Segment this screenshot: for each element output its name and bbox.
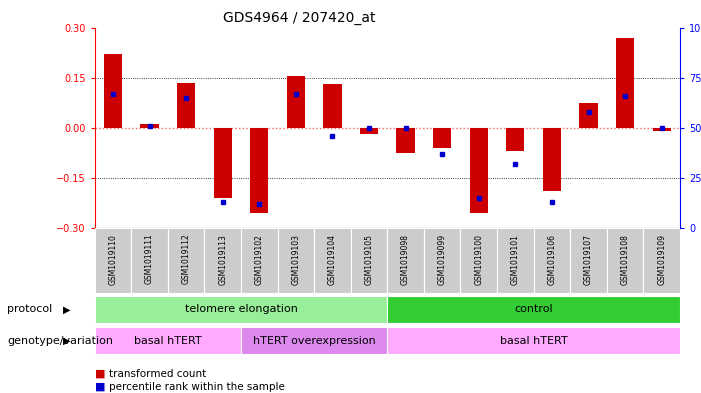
Text: GSM1019108: GSM1019108 <box>620 233 629 285</box>
Text: GSM1019112: GSM1019112 <box>182 234 191 285</box>
Bar <box>644 228 680 293</box>
Bar <box>168 228 205 293</box>
Text: ▶: ▶ <box>63 305 70 314</box>
Bar <box>360 128 378 134</box>
Bar <box>241 228 278 293</box>
Bar <box>543 128 561 191</box>
Bar <box>533 228 570 293</box>
Bar <box>424 228 461 293</box>
Text: GSM1019104: GSM1019104 <box>328 233 337 285</box>
Bar <box>131 228 168 293</box>
Text: basal hTERT: basal hTERT <box>500 336 568 346</box>
Text: genotype/variation: genotype/variation <box>7 336 113 346</box>
Text: protocol: protocol <box>7 305 53 314</box>
Text: percentile rank within the sample: percentile rank within the sample <box>109 382 285 392</box>
Bar <box>397 128 415 153</box>
Bar <box>314 228 350 293</box>
Bar <box>214 128 232 198</box>
Bar <box>387 296 680 323</box>
Text: GSM1019106: GSM1019106 <box>547 233 557 285</box>
Bar <box>323 84 341 128</box>
Bar <box>470 128 488 213</box>
Bar <box>579 103 598 128</box>
Bar <box>287 76 305 128</box>
Bar <box>140 124 158 128</box>
Text: GSM1019100: GSM1019100 <box>475 233 483 285</box>
Bar <box>616 38 634 128</box>
Text: telomere elongation: telomere elongation <box>184 305 297 314</box>
Text: GSM1019102: GSM1019102 <box>254 233 264 285</box>
Text: ■: ■ <box>95 369 105 379</box>
Text: GSM1019101: GSM1019101 <box>511 233 520 285</box>
Bar <box>653 128 671 131</box>
Text: GSM1019111: GSM1019111 <box>145 234 154 285</box>
Bar <box>388 228 424 293</box>
Text: GSM1019110: GSM1019110 <box>109 233 118 285</box>
Bar <box>104 54 122 128</box>
Bar <box>461 228 497 293</box>
Bar <box>506 128 524 151</box>
Text: GSM1019109: GSM1019109 <box>657 233 666 285</box>
Text: basal hTERT: basal hTERT <box>134 336 202 346</box>
Text: ■: ■ <box>95 382 105 392</box>
Text: GSM1019098: GSM1019098 <box>401 233 410 285</box>
Bar <box>95 327 241 354</box>
Title: GDS4964 / 207420_at: GDS4964 / 207420_at <box>223 11 376 25</box>
Text: transformed count: transformed count <box>109 369 206 379</box>
Bar <box>177 83 196 128</box>
Bar <box>278 228 314 293</box>
Bar <box>497 228 533 293</box>
Text: control: control <box>515 305 553 314</box>
Text: GSM1019105: GSM1019105 <box>365 233 374 285</box>
Text: hTERT overexpression: hTERT overexpression <box>253 336 376 346</box>
Bar <box>241 327 387 354</box>
Bar <box>350 228 387 293</box>
Bar <box>607 228 644 293</box>
Text: GSM1019099: GSM1019099 <box>437 233 447 285</box>
Bar <box>95 228 131 293</box>
Bar <box>250 128 268 213</box>
Text: GSM1019103: GSM1019103 <box>292 233 300 285</box>
Bar <box>433 128 451 148</box>
Bar <box>95 296 387 323</box>
Bar <box>387 327 680 354</box>
Text: ▶: ▶ <box>63 336 70 346</box>
Bar <box>205 228 241 293</box>
Bar <box>570 228 607 293</box>
Text: GSM1019113: GSM1019113 <box>218 233 227 285</box>
Text: GSM1019107: GSM1019107 <box>584 233 593 285</box>
